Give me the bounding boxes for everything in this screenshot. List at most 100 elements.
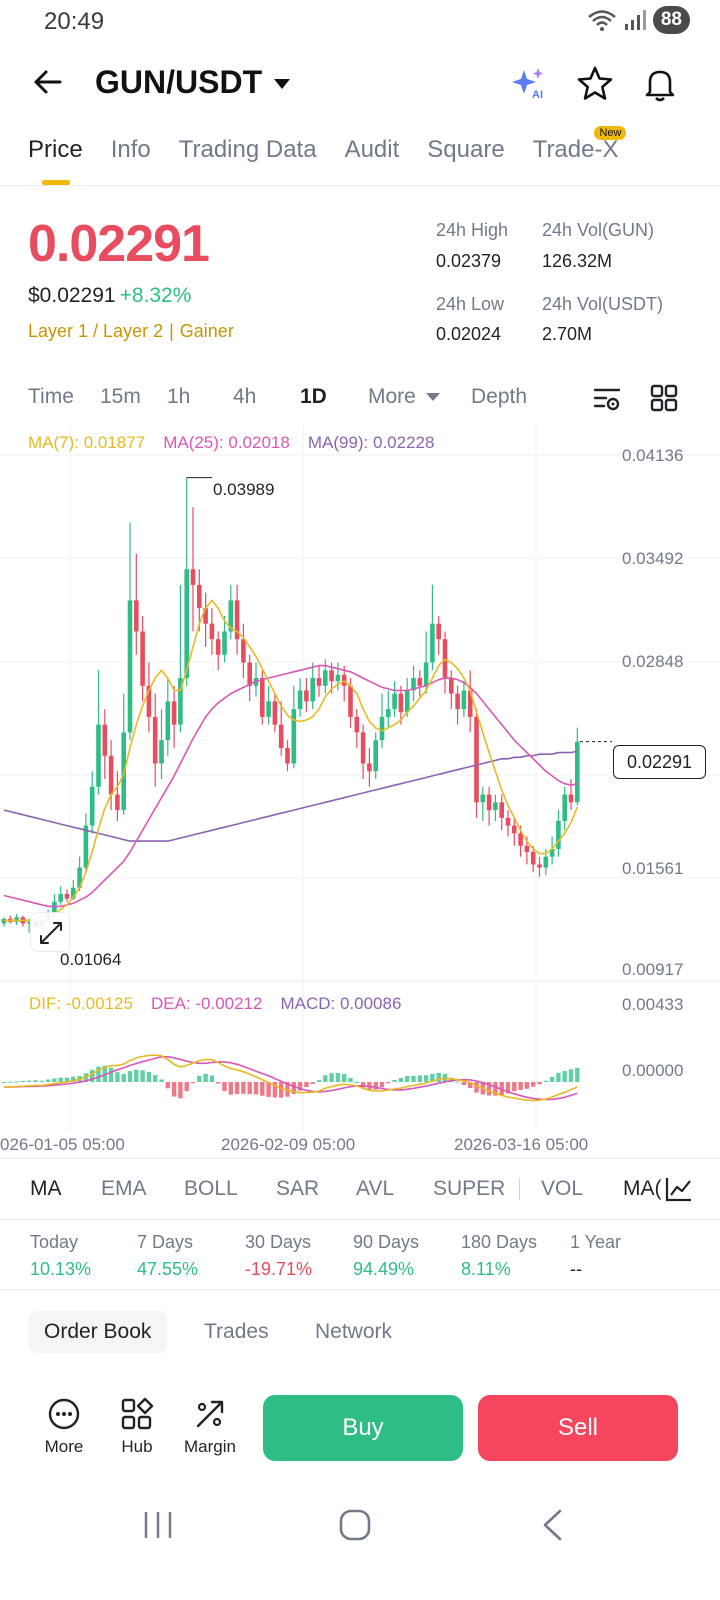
margin-action[interactable]: Margin [175,1397,245,1457]
bell-icon[interactable] [640,64,680,104]
macd-bar [518,1082,523,1090]
candle [260,678,265,717]
chart-settings-icon[interactable] [592,384,622,414]
price-axis-label: 0.03492 [622,549,684,568]
macd-bar [64,1077,70,1082]
tab-square[interactable]: Square [427,136,505,163]
candle [58,893,63,902]
candle [505,817,511,826]
new-badge: New [594,126,627,140]
timeframe-15m[interactable]: 15m [100,385,141,408]
candle [115,794,120,811]
tab-trades[interactable]: Trades [204,1320,269,1343]
macd-value-legend: MACD: 0.00086 [280,994,402,1013]
macd-bar [203,1073,208,1082]
timeframe-more[interactable]: More [368,385,440,409]
home-icon[interactable] [338,1508,372,1542]
tab-trading-data[interactable]: Trading Data [178,136,317,163]
buy-button[interactable]: Buy [263,1395,463,1461]
macd-bar [505,1082,511,1094]
candle [14,917,19,922]
perf-label: 7 Days [137,1232,194,1252]
stat-vol-gun: 126.32M [542,251,613,271]
timeframe-1h[interactable]: 1h [167,385,191,408]
price-axis-label: 0.02848 [622,652,684,671]
perf-value: -- [570,1259,582,1279]
macd-bar [234,1082,240,1095]
tab-price[interactable]: Price [28,136,83,185]
perf-value: 8.11% [461,1259,511,1279]
recent-apps-icon[interactable] [142,1508,174,1542]
ma99-legend: MA(99): 0.02228 [307,433,435,452]
macd-bar [531,1082,536,1087]
star-icon[interactable] [575,64,615,104]
candle [348,685,353,717]
indicator-sar[interactable]: SAR [276,1177,320,1200]
back-arrow-icon[interactable] [30,64,66,100]
stat-vol-gun-label: 24h Vol(GUN) [542,220,655,240]
macd-bar [304,1082,309,1088]
candle [518,833,523,846]
perf-label: 30 Days [245,1232,312,1252]
perf-today: Today 10.13% [30,1232,91,1280]
layout-grid-icon[interactable] [650,384,678,412]
indicator-macd[interactable]: MA( [623,1177,662,1200]
macd-bar [190,1082,196,1084]
macd-bar [71,1076,76,1082]
usd-price-row: $0.02291 +8.32% [28,284,191,308]
indicator-boll[interactable]: BOLL [184,1177,238,1200]
hub-grid-icon [121,1397,154,1430]
macd-bar [39,1080,44,1082]
timeframe-depth[interactable]: Depth [471,385,528,408]
price-chart[interactable] [0,425,720,1160]
more-action[interactable]: More [29,1397,99,1457]
macd-bar [537,1082,542,1085]
macd-bar [455,1081,460,1083]
timeframe-1d[interactable]: 1D [300,385,327,408]
candle [367,763,372,772]
ai-sparkle-icon[interactable]: AI [508,64,548,104]
margin-percent-icon [196,1400,224,1428]
indicator-super[interactable]: SUPER [433,1177,506,1200]
indicator-ema[interactable]: EMA [101,1177,147,1200]
indicator-avl[interactable]: AVL [356,1177,395,1200]
candle [272,701,278,725]
pair-selector[interactable]: GUN/USDT [95,64,291,101]
tab-audit[interactable]: Audit [344,136,400,163]
pair-title: GUN/USDT [95,64,263,100]
macd-bar [373,1082,378,1090]
candle [165,701,171,741]
macd-bar [449,1077,454,1082]
timeframe-time[interactable]: Time [28,385,74,408]
indicator-ma[interactable]: MA [30,1177,62,1200]
macd-bar [323,1075,328,1082]
tab-order-book[interactable]: Order Book [28,1311,168,1353]
macd-bar [216,1082,221,1084]
macd-bar [436,1072,441,1082]
tab-trade-x[interactable]: Trade-X New [533,126,627,164]
category-tag[interactable]: Layer 1 / Layer 2 [28,321,164,341]
gainer-tag[interactable]: Gainer [179,321,234,341]
sell-button[interactable]: Sell [478,1395,678,1461]
candle [26,921,32,924]
tab-info[interactable]: Info [110,136,151,163]
tab-network[interactable]: Network [315,1320,393,1343]
hub-action[interactable]: Hub [102,1397,172,1457]
candle [127,600,133,733]
indicator-vol[interactable]: VOL [541,1177,584,1200]
macd-bar [1,1082,7,1083]
price-axis-label: 0.04136 [622,446,684,465]
macd-bar [121,1074,126,1082]
candle [379,716,385,741]
indicator-chart-icon[interactable] [664,1175,694,1203]
candle [568,794,574,803]
timeframe-4h[interactable]: 4h [233,385,257,408]
macd-bar [115,1072,120,1082]
nav-back-icon[interactable] [540,1508,564,1542]
candle [549,848,555,857]
macd-bar [197,1075,202,1082]
candle [556,820,561,849]
expand-chart-button[interactable] [30,912,70,952]
macd-bar [58,1077,63,1082]
macd-bar [386,1082,391,1084]
